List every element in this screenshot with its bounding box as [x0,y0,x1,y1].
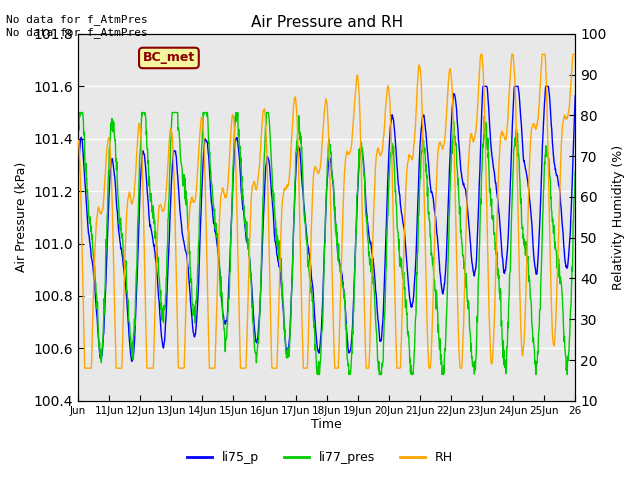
X-axis label: Time: Time [311,419,342,432]
Y-axis label: Relativity Humidity (%): Relativity Humidity (%) [612,145,625,290]
Text: BC_met: BC_met [143,51,195,64]
Legend: li75_p, li77_pres, RH: li75_p, li77_pres, RH [182,446,458,469]
Title: Air Pressure and RH: Air Pressure and RH [251,15,403,30]
Y-axis label: Air Pressure (kPa): Air Pressure (kPa) [15,162,28,273]
Text: No data for f_AtmPres
No data for f_AtmPres: No data for f_AtmPres No data for f_AtmP… [6,14,148,38]
